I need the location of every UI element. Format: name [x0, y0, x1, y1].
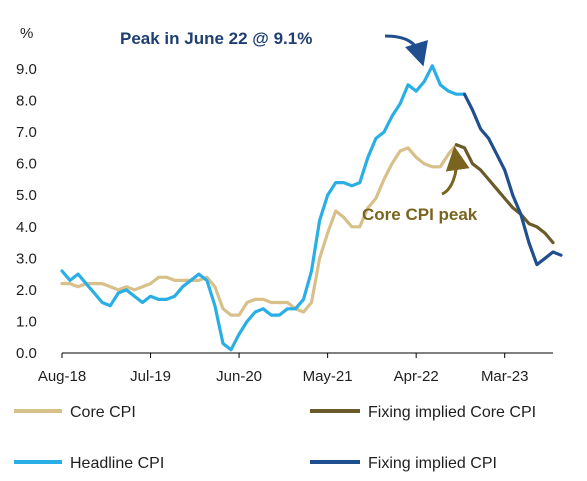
y-tick-label: 7.0 — [16, 124, 37, 141]
legend-label-fixing-implied-cpi: Fixing implied CPI — [368, 455, 497, 472]
series-lines — [60, 64, 563, 352]
y-tick-label: 5.0 — [16, 187, 37, 204]
legend-item-headline-cpi: Headline CPI — [14, 455, 164, 472]
legend-item-fixing-implied-cpi: Fixing implied CPI — [310, 455, 497, 472]
x-tick-label: Jul-19 — [130, 368, 171, 385]
series-line-fixing-implied-cpi — [462, 92, 563, 267]
peak-arrow — [384, 34, 428, 67]
core-peak-arrow — [441, 146, 470, 196]
y-tick-label: 1.0 — [16, 313, 37, 330]
y-tick-label: 0.0 — [16, 345, 37, 362]
legend-label-fixing-implied-core-cpi: Fixing implied Core CPI — [368, 404, 536, 421]
y-tick-label: 3.0 — [16, 250, 37, 267]
legend-item-core-cpi: Core CPI — [14, 404, 136, 421]
series-line-core-cpi — [60, 143, 458, 317]
y-tick-label: 6.0 — [16, 156, 37, 173]
x-tick-label: May-21 — [303, 368, 353, 385]
x-tick-label: Jun-20 — [216, 368, 262, 385]
series-line-headline-cpi — [60, 64, 467, 352]
legend-item-fixing-implied-core-cpi: Fixing implied Core CPI — [310, 404, 536, 421]
y-tick-label: 2.0 — [16, 282, 37, 299]
y-tick-label: 9.0 — [16, 61, 37, 78]
legend-label-core-cpi: Core CPI — [70, 404, 136, 421]
x-axis-ticks: Aug-18 Jul-19 Jun-20 May-21 Apr-22 Mar-23 — [38, 353, 529, 385]
y-axis-ticks: 0.0 1.0 2.0 3.0 4.0 5.0 6.0 7.0 8.0 9.0 — [16, 61, 37, 362]
x-tick-label: Apr-22 — [394, 368, 439, 385]
y-axis-unit-label: % — [20, 25, 33, 42]
legend-label-headline-cpi: Headline CPI — [70, 455, 164, 472]
series-line-fixing-implied-core-cpi — [454, 143, 555, 245]
legend: Core CPI Fixing implied Core CPI Headlin… — [14, 404, 536, 472]
x-tick-label: Aug-18 — [38, 368, 86, 385]
x-tick-label: Mar-23 — [481, 368, 529, 385]
core-cpi-peak-annotation: Core CPI peak — [362, 205, 478, 224]
y-tick-label: 4.0 — [16, 219, 37, 236]
peak-annotation: Peak in June 22 @ 9.1% — [120, 29, 312, 48]
y-tick-label: 8.0 — [16, 93, 37, 110]
